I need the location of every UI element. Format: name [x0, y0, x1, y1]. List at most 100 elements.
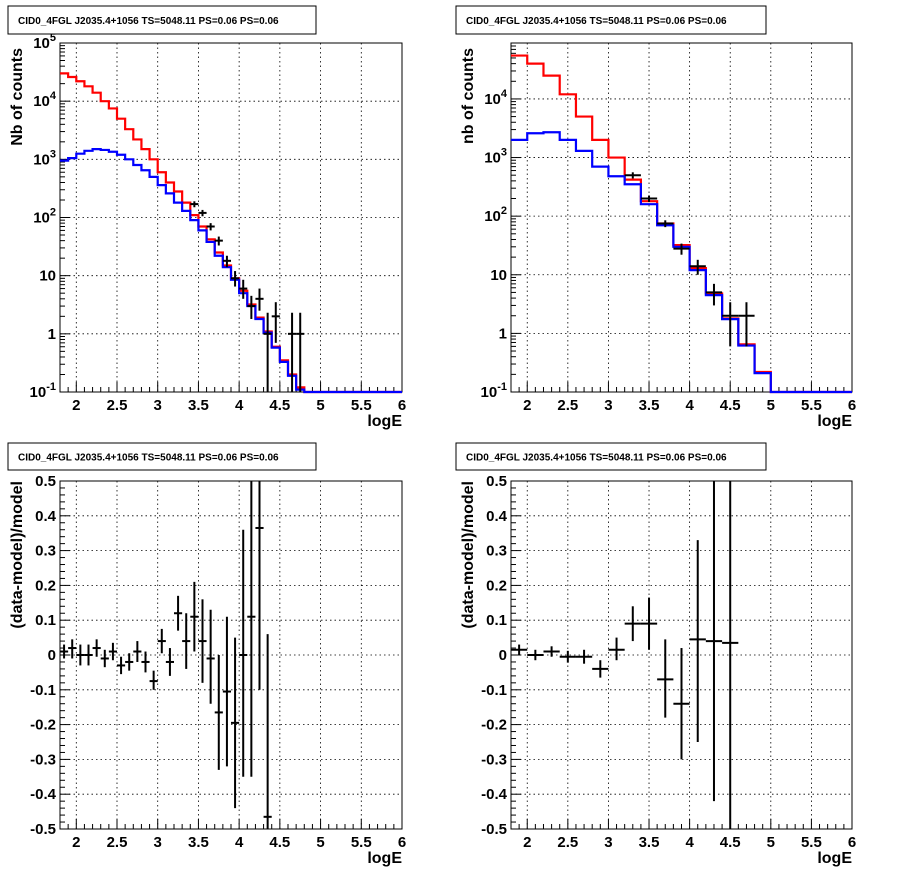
data-point — [263, 634, 272, 829]
data-point — [624, 606, 641, 642]
x-tick-label: 2.5 — [107, 397, 128, 414]
title-box — [455, 442, 767, 471]
y-tick-label: 102 — [33, 207, 56, 227]
data-point — [165, 648, 174, 676]
data-point — [559, 650, 576, 663]
data-point — [174, 595, 183, 631]
data-point — [247, 295, 256, 319]
histogram-series-2 — [60, 147, 402, 394]
y-axis-title: (data-model)/model — [460, 481, 477, 629]
data-point — [198, 599, 207, 683]
y-tick-label: 103 — [33, 148, 56, 168]
data-point — [108, 642, 117, 661]
y-tick-label: 104 — [33, 90, 57, 110]
y-tick-label: 1 — [48, 326, 56, 343]
y-tick-label: -0.4 — [30, 786, 57, 803]
y-tick-label: -0.1 — [30, 682, 56, 699]
histogram-series-2 — [511, 131, 852, 394]
x-tick-label: 6 — [848, 834, 856, 851]
data-point — [657, 220, 674, 228]
y-tick-label: 0 — [48, 647, 56, 664]
y-tick-label: -0.2 — [481, 717, 507, 734]
x-tick-label: 4 — [685, 397, 694, 414]
data-point — [84, 644, 93, 666]
histogram-series-1 — [511, 54, 852, 394]
x-tick-label: 3.5 — [639, 397, 660, 414]
data-point — [608, 637, 625, 661]
data-point — [511, 644, 528, 655]
data-point — [689, 540, 706, 742]
data-point — [640, 597, 658, 650]
y-tick-label: -0.5 — [481, 821, 507, 838]
x-tick-label: 3.5 — [188, 834, 209, 851]
data-point — [705, 283, 723, 306]
histogram-series-1 — [60, 72, 402, 394]
chart-panel-1: CID0_4FGL J2035.4+1056 TS=5048.11 PS=0.0… — [7, 5, 406, 430]
x-axis-title: logE — [817, 413, 852, 430]
x-tick-label: 2 — [72, 834, 80, 851]
y-tick-label: 0.4 — [35, 508, 57, 525]
data-point — [231, 271, 240, 287]
x-tick-label: 6 — [848, 397, 856, 414]
title-box — [7, 442, 317, 471]
x-tick-label: 4.5 — [720, 397, 741, 414]
y-tick-label: 102 — [484, 205, 507, 225]
data-point — [190, 201, 199, 208]
x-tick-label: 4 — [235, 397, 244, 414]
data-point — [182, 613, 191, 669]
x-tick-label: 3 — [154, 397, 162, 414]
y-tick-label: 0.3 — [35, 543, 56, 560]
data-point — [157, 628, 166, 654]
y-tick-label: 0.3 — [486, 543, 507, 560]
y-tick-label: 0.5 — [486, 473, 507, 490]
y-tick-label: 0.2 — [35, 577, 56, 594]
data-point — [288, 312, 297, 392]
x-tick-label: 2 — [523, 397, 531, 414]
y-tick-label: 10 — [39, 268, 56, 285]
y-tick-label: 0.2 — [486, 577, 507, 594]
data-point — [239, 279, 248, 299]
data-point — [100, 649, 109, 668]
data-point — [239, 529, 248, 777]
data-point — [592, 660, 609, 678]
y-tick-label: 10-1 — [30, 381, 56, 401]
y-tick-label: 0 — [499, 647, 507, 664]
data-point — [575, 649, 593, 664]
data-point — [543, 646, 560, 657]
data-point — [222, 255, 231, 268]
x-tick-label: 3.5 — [188, 397, 209, 414]
data-point — [190, 581, 199, 652]
x-axis-title: logE — [367, 850, 402, 867]
y-axis-title: nb of counts — [460, 48, 477, 144]
y-tick-label: -0.1 — [481, 682, 507, 699]
data-point — [214, 655, 223, 770]
data-point — [255, 288, 264, 311]
x-tick-label: 5 — [316, 397, 324, 414]
x-tick-label: 3.5 — [639, 834, 660, 851]
chart-panel-4: CID0_4FGL J2035.4+1056 TS=5048.11 PS=0.0… — [455, 442, 856, 867]
x-tick-label: 5.5 — [351, 834, 372, 851]
data-point — [673, 243, 690, 255]
data-point — [640, 195, 658, 202]
data-point — [673, 648, 690, 760]
chart-title: CID0_4FGL J2035.4+1056 TS=5048.11 PS=0.0… — [466, 16, 727, 27]
x-tick-label: 3 — [604, 834, 612, 851]
x-tick-label: 5.5 — [801, 834, 822, 851]
x-tick-label: 4.5 — [720, 834, 741, 851]
x-tick-label: 4.5 — [269, 834, 290, 851]
y-tick-label: 1 — [499, 325, 507, 342]
y-tick-label: 105 — [33, 32, 56, 52]
x-axis-title: logE — [367, 413, 402, 430]
y-tick-label: 104 — [484, 88, 508, 108]
data-point — [92, 639, 101, 657]
data-point — [198, 209, 207, 217]
y-tick-label: 10-1 — [481, 381, 507, 401]
y-tick-label: -0.3 — [30, 751, 56, 768]
x-tick-label: 5.5 — [801, 397, 822, 414]
y-tick-label: 0.4 — [486, 508, 508, 525]
y-tick-label: 0.1 — [486, 612, 507, 629]
x-tick-label: 5 — [767, 397, 775, 414]
x-tick-label: 5 — [316, 834, 324, 851]
data-point — [705, 481, 723, 802]
